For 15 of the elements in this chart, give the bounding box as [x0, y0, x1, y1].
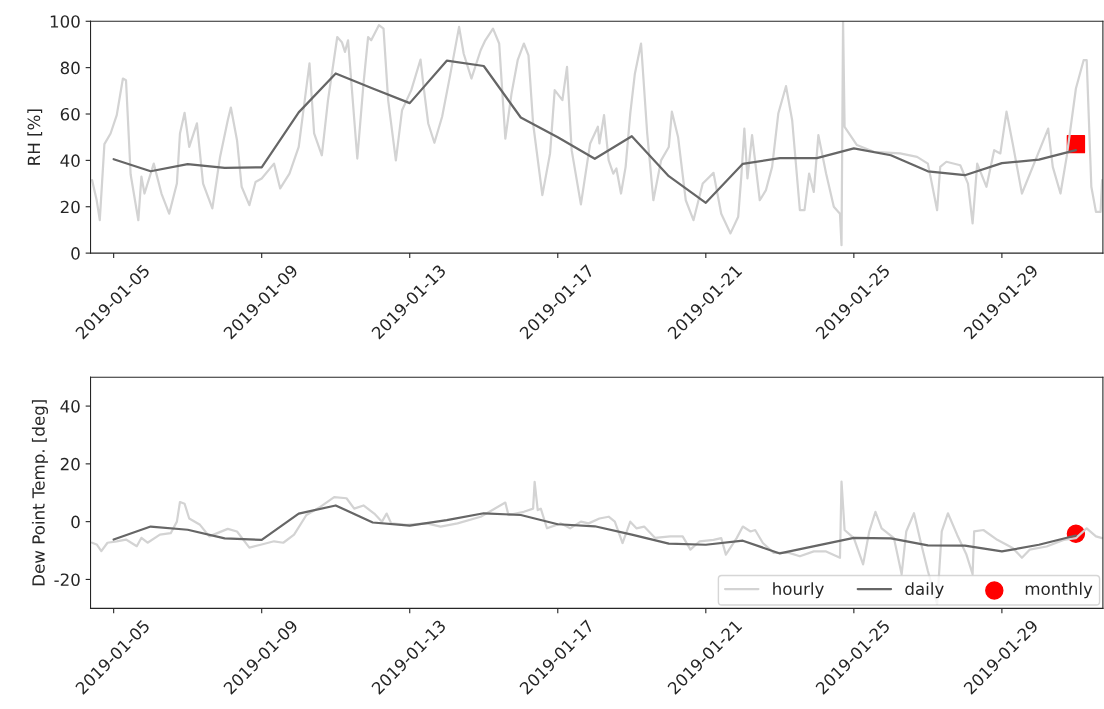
y-tick-label: 0 — [71, 515, 80, 529]
legend-label: hourly — [773, 582, 824, 599]
y-tick-label: 40 — [60, 154, 80, 167]
y-tick-label: -20 — [54, 573, 80, 586]
y-tick-label: 0 — [71, 247, 80, 260]
legend-label: daily — [905, 582, 944, 599]
y-axis-title: RH [%] — [27, 109, 43, 165]
y-tick-label: 40 — [60, 400, 80, 413]
y-tick-label: 20 — [60, 200, 80, 214]
y-tick-label: 80 — [60, 61, 80, 75]
y-tick-label: 20 — [60, 457, 80, 471]
y-axis-title: Dew Point Temp. [deg] — [31, 400, 49, 586]
y-tick-label: 100 — [50, 15, 80, 28]
legend-label: monthly — [1025, 582, 1093, 599]
y-tick-label: 60 — [60, 107, 80, 121]
